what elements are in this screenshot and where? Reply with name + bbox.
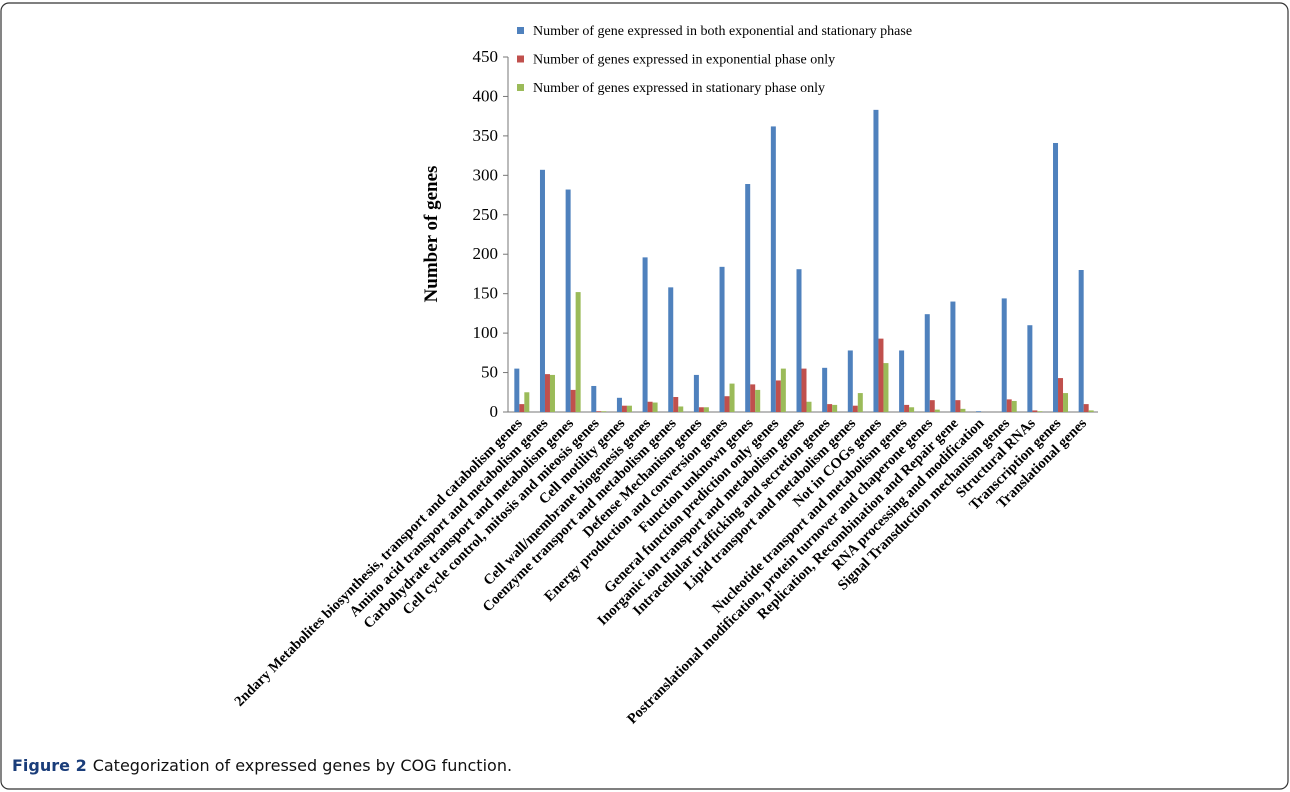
- bar: [934, 409, 940, 412]
- bar: [596, 411, 602, 412]
- bar: [745, 184, 751, 412]
- bar: [1032, 410, 1038, 412]
- bar: [1063, 393, 1069, 412]
- bar: [519, 404, 525, 412]
- bar: [822, 367, 828, 412]
- bar: [950, 301, 956, 412]
- y-tick-label: 150: [473, 284, 499, 303]
- legend-label: Number of genes expressed in exponential…: [533, 53, 835, 68]
- bar: [1083, 404, 1089, 412]
- bar: [899, 350, 905, 412]
- bar: [575, 292, 581, 412]
- bar: [857, 393, 863, 412]
- bar: [1037, 411, 1043, 412]
- legend-label: Number of genes expressed in stationary …: [533, 81, 825, 96]
- bar: [549, 374, 555, 412]
- bar: [673, 397, 679, 412]
- bar: [601, 411, 607, 412]
- bar: [806, 401, 812, 412]
- bar: [976, 411, 982, 412]
- legend-label: Number of gene expressed in both exponen…: [533, 24, 912, 39]
- bar: [960, 408, 966, 412]
- legend-swatch: [517, 84, 524, 91]
- bar: [652, 402, 658, 412]
- bar: [1027, 325, 1033, 412]
- bar: [775, 380, 781, 412]
- y-tick-label: 350: [473, 126, 499, 145]
- bar: [1053, 142, 1059, 412]
- bar: [827, 404, 833, 412]
- bar: [924, 314, 930, 412]
- bar: [626, 405, 632, 412]
- bar: [647, 401, 653, 412]
- bar: [873, 109, 879, 412]
- bar: [929, 400, 935, 412]
- bar: [780, 368, 786, 412]
- bar: [909, 407, 915, 412]
- bar: [621, 405, 627, 412]
- bar: [1058, 378, 1064, 412]
- y-tick-label: 0: [490, 402, 499, 421]
- bar: [904, 404, 910, 412]
- x-tick-label: 2ndary Metabolites biosynthesis, transpo…: [232, 415, 526, 709]
- bar: [801, 368, 807, 412]
- y-tick-label: 200: [473, 244, 499, 263]
- y-tick-label: 300: [473, 165, 499, 184]
- bar: [770, 126, 776, 412]
- bar: [1001, 298, 1007, 412]
- bar: [1078, 270, 1084, 412]
- legend-swatch: [517, 27, 524, 34]
- bar: [729, 383, 735, 412]
- bar: [668, 287, 674, 412]
- caption-label: Figure 2: [12, 756, 87, 775]
- bar: [883, 363, 889, 412]
- bar: [544, 374, 550, 412]
- x-tick-label: Amino acid transport and metabolism gene…: [347, 415, 552, 620]
- bar: [693, 374, 699, 412]
- bar: [755, 389, 761, 412]
- bar: [852, 405, 858, 412]
- bar: [565, 189, 571, 412]
- bar: [616, 397, 622, 412]
- bar: [796, 269, 802, 412]
- bar: [832, 404, 838, 412]
- bar: [719, 266, 725, 412]
- y-axis-label: Number of genes: [421, 166, 442, 303]
- bar: [955, 400, 961, 412]
- bar: [1011, 400, 1017, 412]
- y-tick-label: 50: [481, 363, 498, 382]
- legend-swatch: [517, 55, 524, 63]
- y-tick-label: 400: [473, 86, 499, 105]
- bar: [642, 257, 648, 412]
- bar: [750, 384, 756, 412]
- bar: [847, 350, 853, 412]
- bar: [878, 338, 884, 412]
- caption: Figure 2 Categorization of expressed gene…: [12, 756, 512, 775]
- bar: [524, 392, 530, 412]
- bar: [1006, 399, 1012, 412]
- bar: [591, 385, 597, 412]
- y-tick-label: 100: [473, 323, 499, 342]
- bar: [703, 407, 709, 412]
- bar: [1088, 410, 1094, 412]
- bar: [570, 389, 576, 412]
- y-tick-label: 450: [473, 47, 499, 66]
- y-tick-label: 250: [473, 205, 499, 224]
- caption-text: Categorization of expressed genes by COG…: [92, 756, 513, 775]
- bar: [698, 407, 704, 412]
- bar: [514, 368, 520, 412]
- bar: [539, 169, 545, 412]
- bar: [678, 406, 684, 412]
- bar: [724, 396, 730, 412]
